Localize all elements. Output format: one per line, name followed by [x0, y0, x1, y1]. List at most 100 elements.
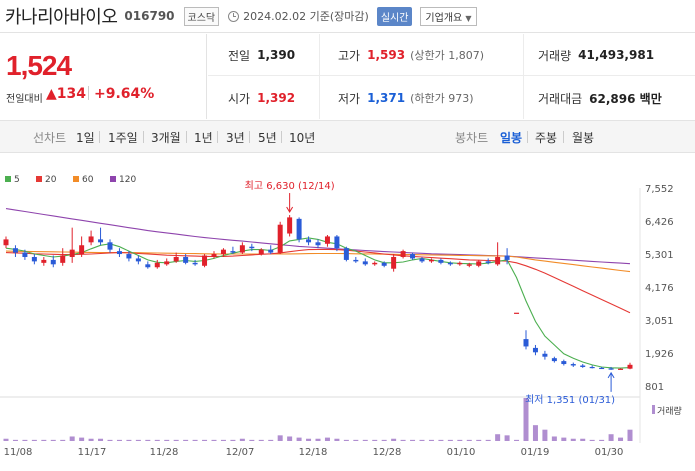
- tab-monthly[interactable]: 월봉: [572, 131, 595, 145]
- tab-1d[interactable]: 1일: [76, 131, 95, 145]
- stats-row: 시가 1,392 저가 1,371 (하한가 973) 거래대금 62,896 백만: [208, 77, 695, 119]
- volume-bar: [3, 438, 9, 441]
- volume-bar: [60, 439, 66, 441]
- candle: [69, 227, 75, 263]
- candle: [324, 234, 330, 247]
- volume-bar: [514, 439, 520, 441]
- candle-body: [353, 259, 359, 262]
- candle-body: [495, 256, 501, 265]
- x-axis: 11/08 11/17 11/28 12/07 12/18 12/28 01/10 01/19…: [4, 447, 624, 458]
- tab-3m[interactable]: 3개월: [151, 131, 181, 145]
- candle: [618, 368, 624, 370]
- candle: [391, 254, 397, 272]
- candle: [334, 234, 340, 252]
- x-tick-label: 12/07: [226, 447, 255, 458]
- tab-5y[interactable]: 5년: [258, 131, 277, 145]
- y-tick-label: 801: [645, 382, 664, 393]
- volume-bar: [154, 439, 160, 441]
- candle-body: [12, 248, 18, 253]
- candle: [192, 259, 198, 266]
- volume-bar: [315, 438, 321, 441]
- tab-3y[interactable]: 3년: [226, 131, 245, 145]
- candle: [353, 256, 359, 263]
- tab-10y[interactable]: 10년: [289, 131, 316, 145]
- candle: [287, 215, 293, 237]
- volume-bar: [239, 438, 245, 441]
- candle-body: [79, 245, 85, 255]
- candle-body: [400, 251, 406, 257]
- legend-swatch-60: [73, 176, 79, 182]
- candle: [504, 248, 510, 265]
- legend-label-120: 120: [119, 175, 136, 185]
- candle-body: [126, 254, 132, 259]
- candle: [362, 258, 368, 266]
- candle-body: [580, 365, 586, 367]
- candle-body: [532, 347, 538, 353]
- candle-body: [116, 251, 122, 255]
- low-cell: 저가 1,371 (하한가 973): [338, 91, 474, 106]
- candle: [22, 249, 28, 260]
- volume-bar: [362, 439, 368, 441]
- legend-label-5: 5: [14, 175, 20, 185]
- x-tick-label: 12/18: [299, 447, 328, 458]
- volume-bar: [618, 437, 624, 441]
- tab-daily[interactable]: 일봉: [500, 131, 523, 145]
- candle-body: [372, 262, 378, 265]
- realtime-button[interactable]: 실시간: [376, 6, 413, 26]
- candle-body: [50, 259, 56, 265]
- tab-1y[interactable]: 1년: [194, 131, 213, 145]
- volume-bar: [211, 439, 217, 441]
- candle: [107, 239, 113, 253]
- candle: [343, 246, 349, 262]
- candle: [98, 227, 104, 246]
- volume-bar: [438, 439, 444, 441]
- tab-weekly[interactable]: 주봉: [535, 131, 558, 145]
- candles: [3, 215, 633, 370]
- volume-bar: [287, 436, 293, 441]
- volume-cell: 거래량 41,493,981: [538, 48, 655, 63]
- candle-body: [627, 364, 633, 369]
- candle: [410, 252, 416, 260]
- candle: [438, 258, 444, 265]
- volume-bar: [249, 439, 255, 441]
- candle: [183, 254, 189, 265]
- volume-bar: [428, 439, 434, 441]
- volume-bar: [258, 439, 264, 441]
- annotations: 최고 6,630 (12/14) 최저 1,351 (01/31): [245, 180, 616, 406]
- ma20-line: [5, 248, 631, 314]
- company-info-dropdown[interactable]: 기업개요 ▼: [420, 6, 477, 26]
- divider: [143, 131, 144, 143]
- volume-bar: [523, 398, 529, 441]
- volume-bar: [410, 439, 416, 441]
- candle: [268, 245, 274, 255]
- stats-row: 전일 1,390 고가 1,593 (상한가 1,807) 거래량 41,493,981: [208, 34, 695, 76]
- candle-body: [410, 254, 416, 259]
- volume-label: 거래량: [657, 405, 682, 417]
- candle: [608, 366, 614, 370]
- candle: [485, 258, 491, 265]
- volume-bar: [599, 439, 605, 441]
- change-value: ▲134: [46, 86, 87, 102]
- tab-1w[interactable]: 1주일: [108, 131, 138, 145]
- candle-body: [287, 217, 293, 234]
- prev-close-cell: 전일 1,390: [228, 48, 296, 63]
- candle-body: [249, 246, 255, 249]
- stock-chart[interactable]: 5 20 60 120 거래량 7,552 6,426 5,301 4,176 3,051 1,…: [0, 153, 695, 471]
- volume-bar: [145, 439, 151, 441]
- y-axis: 7,552 6,426 5,301 4,176 3,051 1,926 801: [645, 184, 674, 393]
- candle-body: [324, 236, 330, 244]
- y-tick-label: 3,051: [645, 316, 674, 327]
- legend-swatch-5: [5, 176, 11, 182]
- volume-bar: [173, 439, 179, 441]
- volume-bar: [135, 439, 141, 441]
- candle-body: [589, 366, 595, 369]
- candle: [202, 254, 208, 268]
- candle-body: [145, 264, 151, 268]
- candle-body: [457, 262, 463, 265]
- candle-body: [551, 358, 557, 362]
- candle: [164, 258, 170, 266]
- candle-body: [135, 258, 141, 262]
- volume-bar: [391, 438, 397, 441]
- stock-code: 016790: [124, 9, 175, 23]
- candle-body: [561, 361, 567, 365]
